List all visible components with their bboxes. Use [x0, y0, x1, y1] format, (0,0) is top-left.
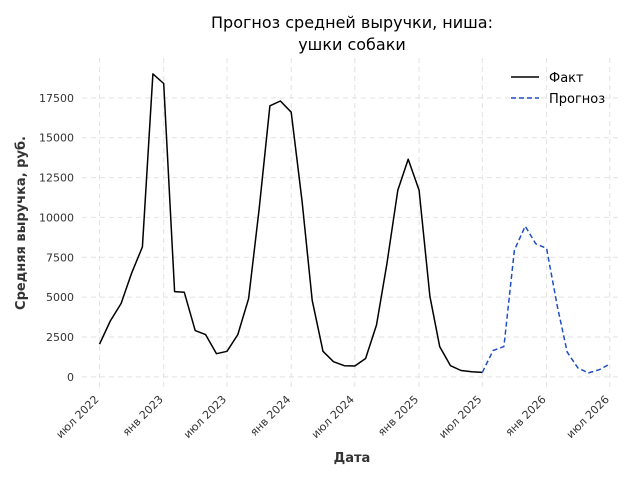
y-tick-label: 0 [67, 371, 74, 384]
y-axis-label: Средняя выручка, руб. [14, 136, 29, 310]
x-tick-label: июл 2025 [436, 393, 484, 441]
y-tick-label: 17500 [39, 92, 74, 105]
x-axis-label: Дата [334, 451, 371, 466]
legend-label-forecast: Прогноз [549, 92, 605, 107]
x-tick-label: июл 2023 [181, 393, 229, 441]
series-line-fact [98, 73, 483, 374]
y-axis-ticks: 0 2500 5000 7500 10000 12500 15000 17500 [39, 92, 74, 384]
chart-title-line-2: ушки собаки [298, 35, 406, 54]
series-line-forecast [481, 225, 611, 374]
legend: Факт Прогноз [511, 71, 605, 107]
x-tick-label: июл 2026 [564, 393, 612, 441]
chart-title-line-1: Прогноз средней выручки, ниша: [211, 13, 493, 32]
y-tick-label: 2500 [46, 331, 74, 344]
y-tick-label: 10000 [39, 211, 74, 224]
y-tick-label: 12500 [39, 172, 74, 185]
x-tick-label: янв 2026 [503, 393, 549, 439]
series-lines [98, 73, 611, 374]
grid [82, 58, 622, 388]
y-tick-label: 7500 [46, 251, 74, 264]
x-axis-ticks: июл 2022 янв 2023 июл 2023 янв 2024 июл 2024… [54, 393, 612, 441]
x-tick-label: июл 2022 [54, 393, 102, 441]
y-tick-label: 5000 [46, 291, 74, 304]
legend-label-fact: Факт [549, 71, 584, 86]
x-tick-label: янв 2023 [120, 393, 166, 439]
y-tick-label: 15000 [39, 132, 74, 145]
x-tick-label: июл 2024 [309, 393, 357, 441]
x-tick-label: янв 2024 [248, 393, 294, 439]
x-tick-label: янв 2025 [375, 393, 421, 439]
